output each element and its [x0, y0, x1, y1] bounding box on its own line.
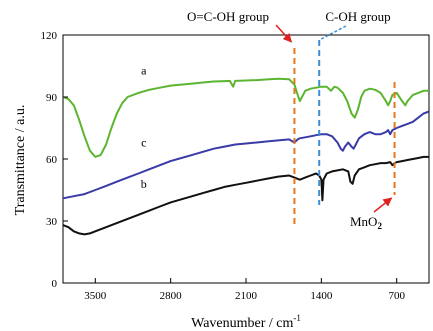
series-label-c: c	[141, 136, 146, 150]
axes-layer: 0 30 60 90 120 3500 2800 2100 1400 700	[41, 30, 406, 302]
series-line-b	[62, 155, 429, 236]
mno2-label: MnO2	[350, 214, 382, 231]
y-tick-label-3: 90	[46, 92, 58, 104]
x-axis-label-text: Wavenumber / cm	[191, 316, 293, 331]
series-line-a	[62, 77, 429, 158]
y-tick-label-0: 0	[52, 278, 58, 290]
x-axis-label: Wavenumber / cm-1	[191, 313, 301, 331]
x-tick-label-4: 700	[388, 290, 405, 302]
plot-frame	[62, 34, 430, 284]
plot-frame-group	[62, 34, 430, 284]
y-axis-label: Transmittance / a.u.	[13, 105, 28, 216]
series-label-b: b	[141, 177, 147, 191]
hydroxyl-group-connector	[320, 25, 347, 40]
x-tick-label-0: 3500	[84, 290, 107, 302]
series-layer: a c b	[62, 63, 430, 236]
y-tick-label-4: 120	[41, 30, 58, 42]
x-tick-label-1: 2800	[160, 290, 183, 302]
mno2-arrow	[373, 197, 393, 213]
hydroxyl-group-label: C-OH group	[325, 9, 390, 24]
carboxyl-group-label: O=C-OH group	[187, 9, 269, 24]
x-tick-label-2: 2100	[235, 290, 258, 302]
x-tick-label-3: 1400	[310, 290, 333, 302]
y-tick-label-1: 30	[46, 216, 58, 228]
x-axis-label-sup: -1	[293, 313, 301, 323]
carboxyl-group-arrow	[275, 24, 293, 43]
series-line-c	[62, 110, 430, 200]
annotation-layer: O=C-OH group C-OH group MnO2	[187, 9, 396, 231]
y-tick-label-2: 60	[46, 154, 58, 166]
series-label-a: a	[141, 63, 147, 77]
